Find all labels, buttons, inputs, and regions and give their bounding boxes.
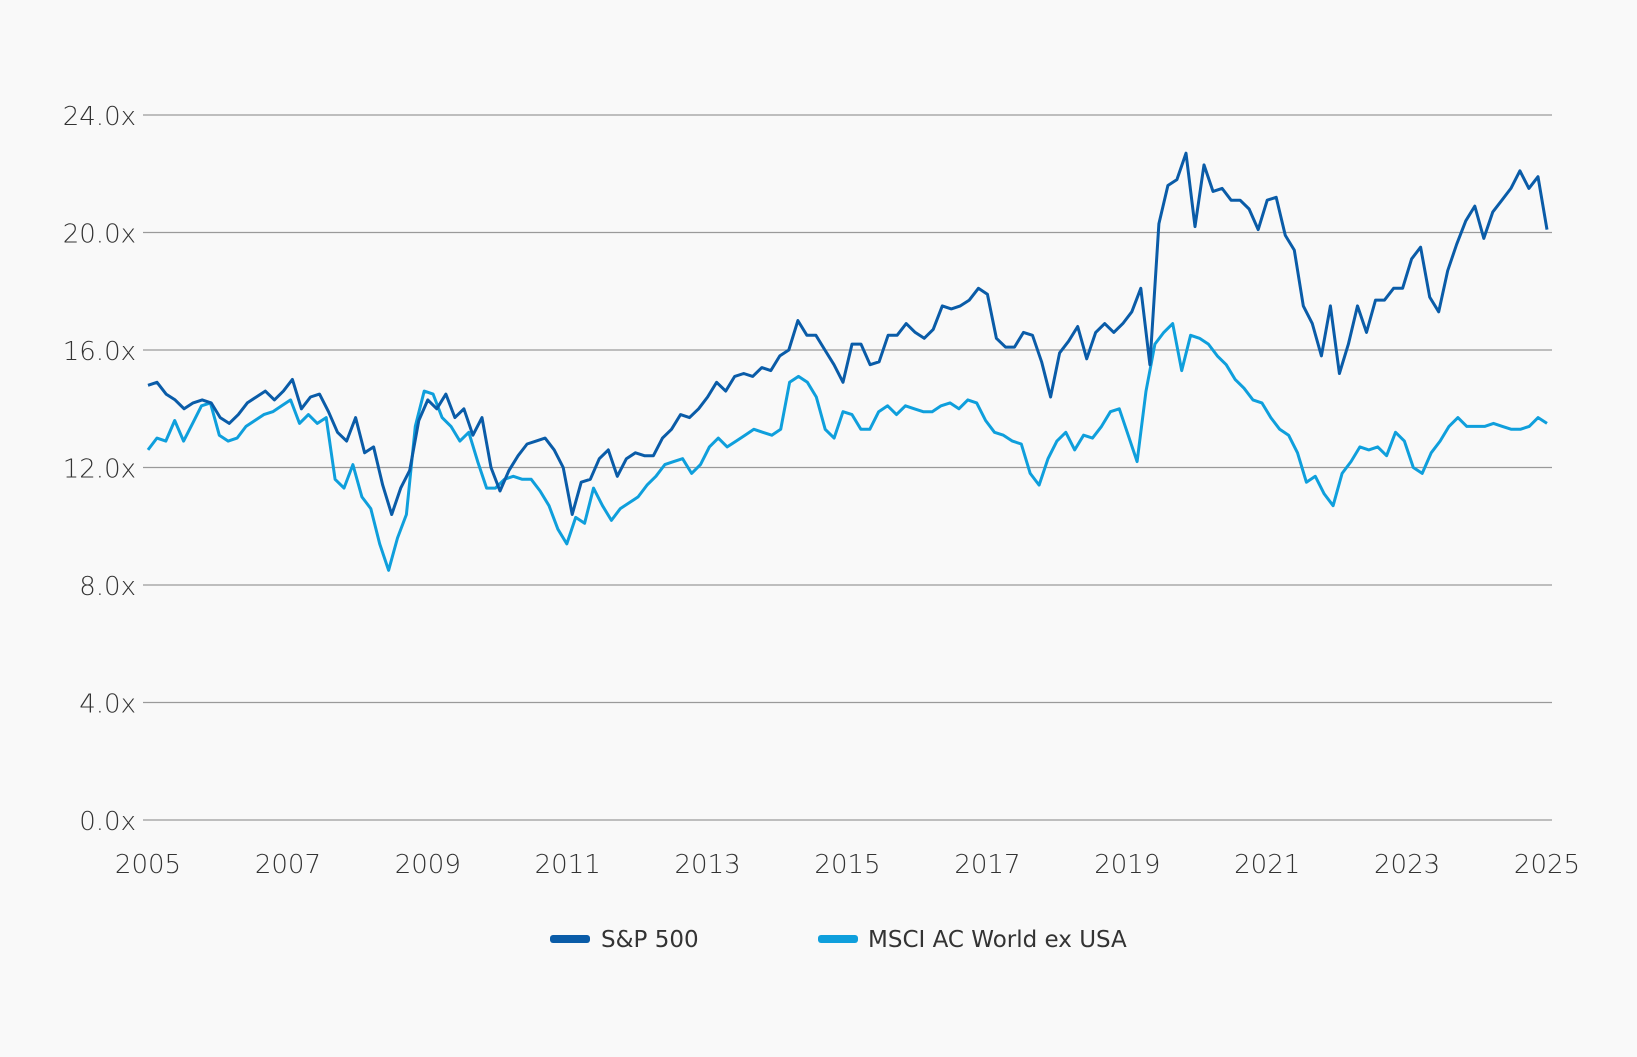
y-tick-label: 8.0x bbox=[79, 572, 136, 602]
x-tick-label: 2019 bbox=[1094, 850, 1160, 880]
y-tick-label: 24.0x bbox=[63, 102, 136, 132]
x-tick-label: 2015 bbox=[814, 850, 880, 880]
legend-item-msci-acwi-ex-usa[interactable]: MSCI AC World ex USA bbox=[818, 927, 1127, 953]
y-tick-label: 12.0x bbox=[63, 455, 136, 485]
y-tick-label: 20.0x bbox=[63, 220, 136, 250]
x-tick-label: 2025 bbox=[1514, 850, 1580, 880]
legend-label-msci-acwi-ex-usa: MSCI AC World ex USA bbox=[868, 927, 1127, 953]
series-line-sp500 bbox=[147, 151, 1549, 516]
x-tick-label: 2009 bbox=[395, 850, 461, 880]
x-tick-label: 2013 bbox=[675, 850, 741, 880]
x-tick-label: 2005 bbox=[115, 850, 181, 880]
x-axis-tick-labels: 2005 2007 2009 2011 2013 2015 2017 2019 2021 2023… bbox=[115, 850, 1580, 880]
y-axis-tick-labels: 0.0x 4.0x 8.0x 12.0x 16.0x 20.0x 24.0x bbox=[63, 102, 136, 837]
y-tick-label: 16.0x bbox=[63, 337, 136, 367]
x-tick-label: 2017 bbox=[954, 850, 1020, 880]
legend-swatch-sp500 bbox=[550, 935, 590, 943]
series-lines bbox=[146, 151, 1549, 572]
x-tick-label: 2021 bbox=[1234, 850, 1300, 880]
legend-item-sp500[interactable]: S&P 500 bbox=[550, 927, 699, 953]
y-tick-label: 4.0x bbox=[79, 690, 136, 720]
x-tick-label: 2007 bbox=[255, 850, 321, 880]
y-tick-label: 0.0x bbox=[79, 807, 136, 837]
legend-swatch-msci-acwi-ex-usa bbox=[818, 935, 858, 943]
x-tick-label: 2023 bbox=[1374, 850, 1440, 880]
series-line-msci-acwi-ex-usa bbox=[146, 322, 1548, 572]
legend: S&P 500 MSCI AC World ex USA bbox=[550, 927, 1127, 953]
x-tick-label: 2011 bbox=[535, 850, 601, 880]
legend-label-sp500: S&P 500 bbox=[601, 927, 699, 953]
